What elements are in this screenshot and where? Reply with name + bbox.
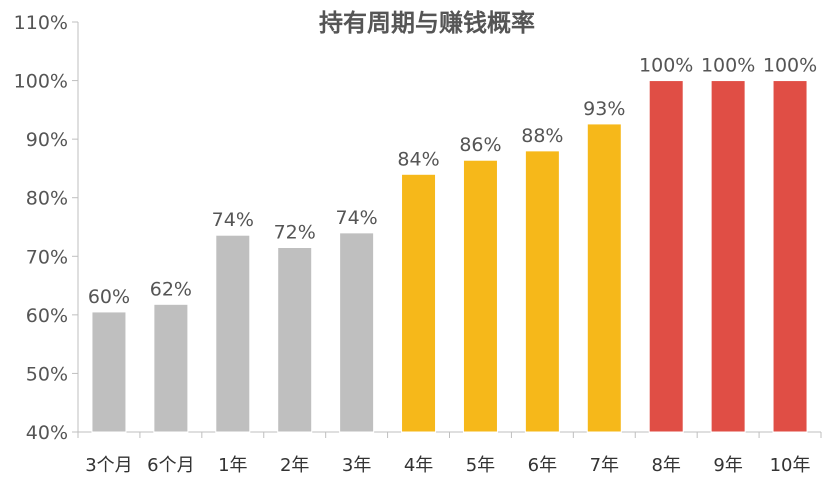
- x-tick-label: 3年: [342, 455, 371, 476]
- y-tick-label: 70%: [26, 246, 68, 268]
- x-tick-label: 7年: [590, 455, 619, 476]
- y-tick-label: 90%: [26, 129, 68, 151]
- data-label: 62%: [150, 278, 192, 300]
- bar: [215, 234, 251, 433]
- y-tick-label: 100%: [14, 71, 68, 93]
- x-tick-label: 8年: [651, 455, 680, 476]
- data-labels: 60% 62% 74% 72% 74% 84% 86% 88% 93% 100% 100% 100%: [88, 55, 817, 308]
- y-tick-label: 60%: [26, 305, 68, 327]
- x-tick-label: 9年: [713, 455, 742, 476]
- y-tick-label: 110%: [14, 12, 68, 34]
- data-label: 100%: [639, 55, 693, 77]
- data-label: 88%: [521, 125, 563, 147]
- bar: [339, 232, 375, 433]
- bar: [586, 123, 622, 433]
- data-label: 93%: [583, 98, 625, 120]
- data-label: 100%: [701, 55, 755, 77]
- bar: [401, 173, 437, 433]
- data-label: 74%: [336, 207, 378, 229]
- bar: [153, 303, 189, 433]
- data-label: 84%: [397, 148, 439, 170]
- y-tick-label: 40%: [26, 422, 68, 444]
- y-tick-label: 80%: [26, 188, 68, 210]
- chart-title: 持有周期与赚钱概率: [319, 9, 535, 37]
- x-tick-label: 6年: [528, 455, 557, 476]
- bar: [462, 159, 498, 433]
- data-label: 72%: [274, 222, 316, 244]
- bar: [91, 311, 127, 433]
- bar: [648, 80, 684, 433]
- x-axis: 3个月 6个月 1年 2年 3年 4年 5年 6年 7年 8年 9年 10年: [77, 431, 822, 476]
- x-tick-label: 6个月: [147, 455, 194, 476]
- y-axis: 40% 50% 60% 70% 80% 90% 100% 110%: [14, 12, 79, 444]
- bar: [772, 80, 808, 433]
- x-tick-label: 4年: [404, 455, 433, 476]
- bar: [277, 247, 313, 433]
- bar: [524, 150, 560, 433]
- bars: [91, 80, 808, 433]
- data-label: 86%: [459, 134, 501, 156]
- y-tick-label: 50%: [26, 363, 68, 385]
- x-tick-label: 1年: [218, 455, 247, 476]
- data-label: 100%: [763, 55, 817, 77]
- x-tick-label: 2年: [280, 455, 309, 476]
- x-tick-label: 10年: [770, 455, 811, 476]
- data-label: 60%: [88, 286, 130, 308]
- data-label: 74%: [212, 209, 254, 231]
- x-tick-label: 5年: [466, 455, 495, 476]
- bar: [710, 80, 746, 433]
- x-tick-label: 3个月: [85, 455, 132, 476]
